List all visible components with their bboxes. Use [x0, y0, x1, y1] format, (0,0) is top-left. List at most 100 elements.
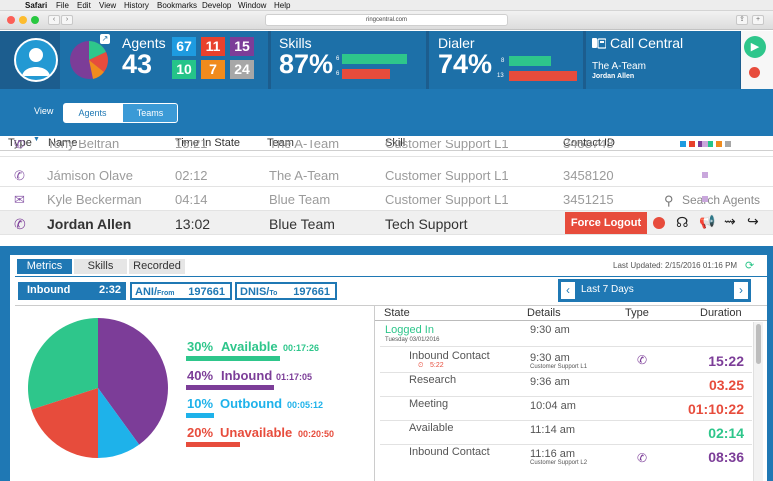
col-skill[interactable]: Skill [385, 137, 406, 149]
agents-tile-5[interactable]: 7 [201, 60, 225, 79]
search-agents-input[interactable]: ⚲ Search Agents [657, 187, 762, 214]
ani-chip: ANI/From 197661 [130, 282, 232, 300]
tab-agents[interactable]: Agents [63, 103, 122, 123]
history-state: Inbound Contact [409, 446, 490, 458]
menu-help[interactable]: Help [274, 1, 291, 10]
table-row[interactable]: ✆ Jámison Olave 02:12 The A-Team Custome… [0, 163, 773, 187]
tab-metrics[interactable]: Metrics [17, 259, 72, 274]
agents-tile-1[interactable]: 67 [172, 37, 196, 56]
status-square [702, 196, 708, 202]
share-icon[interactable]: ⇪ [736, 15, 748, 25]
menu-bookmarks[interactable]: Bookmarks [157, 1, 198, 10]
history-rule [380, 444, 752, 445]
agents-tile-3[interactable]: 15 [230, 37, 254, 56]
next-range-icon[interactable]: › [734, 282, 748, 299]
inbound-time: 2:32 [98, 284, 121, 296]
history-state: Logged In [385, 324, 434, 336]
transfer-icon[interactable]: ⇝ [724, 213, 736, 229]
forward-icon[interactable]: › [61, 15, 73, 25]
legend-available-label: Available [221, 339, 278, 354]
minimize-window-button[interactable] [19, 16, 27, 24]
close-window-button[interactable] [7, 16, 15, 24]
history-time: 9:30 am [530, 352, 570, 364]
agents-tile-6[interactable]: 24 [230, 60, 254, 79]
dialer-bar-top-num: 8 [501, 58, 505, 64]
inbound-label: Inbound [27, 284, 71, 296]
table-row[interactable]: ✉ Kyle Beckerman 04:14 Blue Team Custome… [0, 187, 773, 211]
megaphone-icon[interactable]: 📢 [699, 214, 716, 229]
history-col-state[interactable]: State [384, 307, 410, 319]
menu-file[interactable]: File [56, 1, 69, 10]
legend-inbound-label: Inbound [221, 368, 273, 383]
back-icon[interactable]: ‹ [48, 15, 60, 25]
agents-panel[interactable]: ↗ Agents 43 67 11 15 10 7 24 [60, 31, 268, 89]
address-bar[interactable]: ringcentral.com [265, 14, 508, 26]
agents-tile-2[interactable]: 11 [201, 37, 225, 56]
zoom-window-button[interactable] [31, 16, 39, 24]
skills-bar-top-num: 6 [336, 56, 340, 62]
agents-tile-4[interactable]: 10 [172, 60, 196, 79]
legend-unavailable-percent: 20% [187, 425, 214, 440]
history-time: 9:30 am [530, 324, 570, 336]
menu-history[interactable]: History [124, 1, 149, 10]
legend-available-bar [186, 356, 280, 361]
table-row-selected[interactable]: ✆ Jordan Allen 13:02 Blue Team Tech Supp… [0, 211, 773, 235]
force-logout-button[interactable]: Force Logout [565, 212, 647, 234]
sort-down-icon[interactable]: ▼ [33, 136, 40, 143]
col-team[interactable]: Team [267, 137, 294, 149]
skills-bar-bottom [342, 69, 390, 79]
col-contact[interactable]: Contact ID [563, 137, 615, 149]
history-duration: 03.25 [708, 377, 744, 393]
date-range-selector[interactable]: ‹ Last 7 Days › [558, 279, 751, 302]
skills-panel[interactable]: Skills 87% 6 6 [271, 31, 426, 89]
browser-toolbar: ‹ › ringcentral.com ⇪ + [0, 11, 773, 30]
phone-icon: ✆ [14, 140, 25, 151]
phone-console-icon [592, 38, 606, 49]
agents-pie-icon [70, 41, 108, 79]
headset-icon[interactable]: ☊ [676, 214, 689, 230]
history-col-duration[interactable]: Duration [700, 307, 742, 319]
record-icon[interactable] [653, 217, 665, 229]
prev-range-icon[interactable]: ‹ [561, 282, 575, 299]
col-name[interactable]: Name [48, 137, 78, 149]
row-time: 13:02 [175, 216, 211, 232]
row-time: 04:14 [175, 192, 208, 207]
scrollbar-thumb[interactable] [756, 324, 761, 364]
mac-menu-bar: Safari File Edit View History Bookmarks … [0, 0, 773, 11]
call-central-panel[interactable]: Call Central The A-Team Jordan Allen [586, 31, 740, 89]
search-icon: ⚲ [664, 193, 674, 208]
record-icon[interactable] [749, 67, 760, 78]
history-col-details[interactable]: Details [527, 307, 561, 319]
menu-edit[interactable]: Edit [77, 1, 91, 10]
tab-recorded[interactable]: Recorded [129, 259, 185, 274]
col-type[interactable]: Type [8, 137, 32, 149]
menu-window[interactable]: Window [238, 1, 267, 10]
legend-unavailable-bar [186, 442, 240, 447]
refresh-icon[interactable]: ⟳ [745, 260, 755, 272]
tab-teams[interactable]: Teams [122, 103, 178, 123]
forward-call-icon[interactable]: ↪ [747, 213, 759, 229]
call-central-team: The A-Team [592, 61, 646, 72]
expand-icon[interactable]: ↗ [100, 34, 110, 44]
play-icon[interactable]: ▶ [744, 36, 766, 58]
view-nav: View ⚲ Search Agents [0, 89, 773, 214]
history-time: 11:14 am [530, 424, 576, 436]
date-range-label: Last 7 Days [581, 284, 634, 295]
menu-view[interactable]: View [99, 1, 117, 10]
menu-safari[interactable]: Safari [25, 1, 48, 10]
tabs-icon[interactable]: + [752, 15, 764, 25]
history-scrollbar[interactable] [753, 322, 763, 481]
user-avatar[interactable] [14, 38, 58, 82]
legend-square [689, 141, 695, 147]
table-row[interactable]: ✆ Tony Beltran 15:21 The A-Team Customer… [0, 140, 773, 157]
tab-skills[interactable]: Skills [74, 259, 127, 274]
menu-develop[interactable]: Develop [202, 1, 232, 10]
history-time: 9:36 am [530, 376, 570, 388]
col-time[interactable]: Time In State [175, 137, 241, 149]
history-col-type[interactable]: Type [625, 307, 649, 319]
email-icon: ✉ [14, 192, 25, 207]
history-duration: 02:14 [708, 425, 744, 441]
view-label: View [34, 106, 54, 116]
legend-outbound-label: Outbound [220, 396, 283, 411]
dialer-panel[interactable]: Dialer 74% 8 13 [429, 31, 583, 89]
